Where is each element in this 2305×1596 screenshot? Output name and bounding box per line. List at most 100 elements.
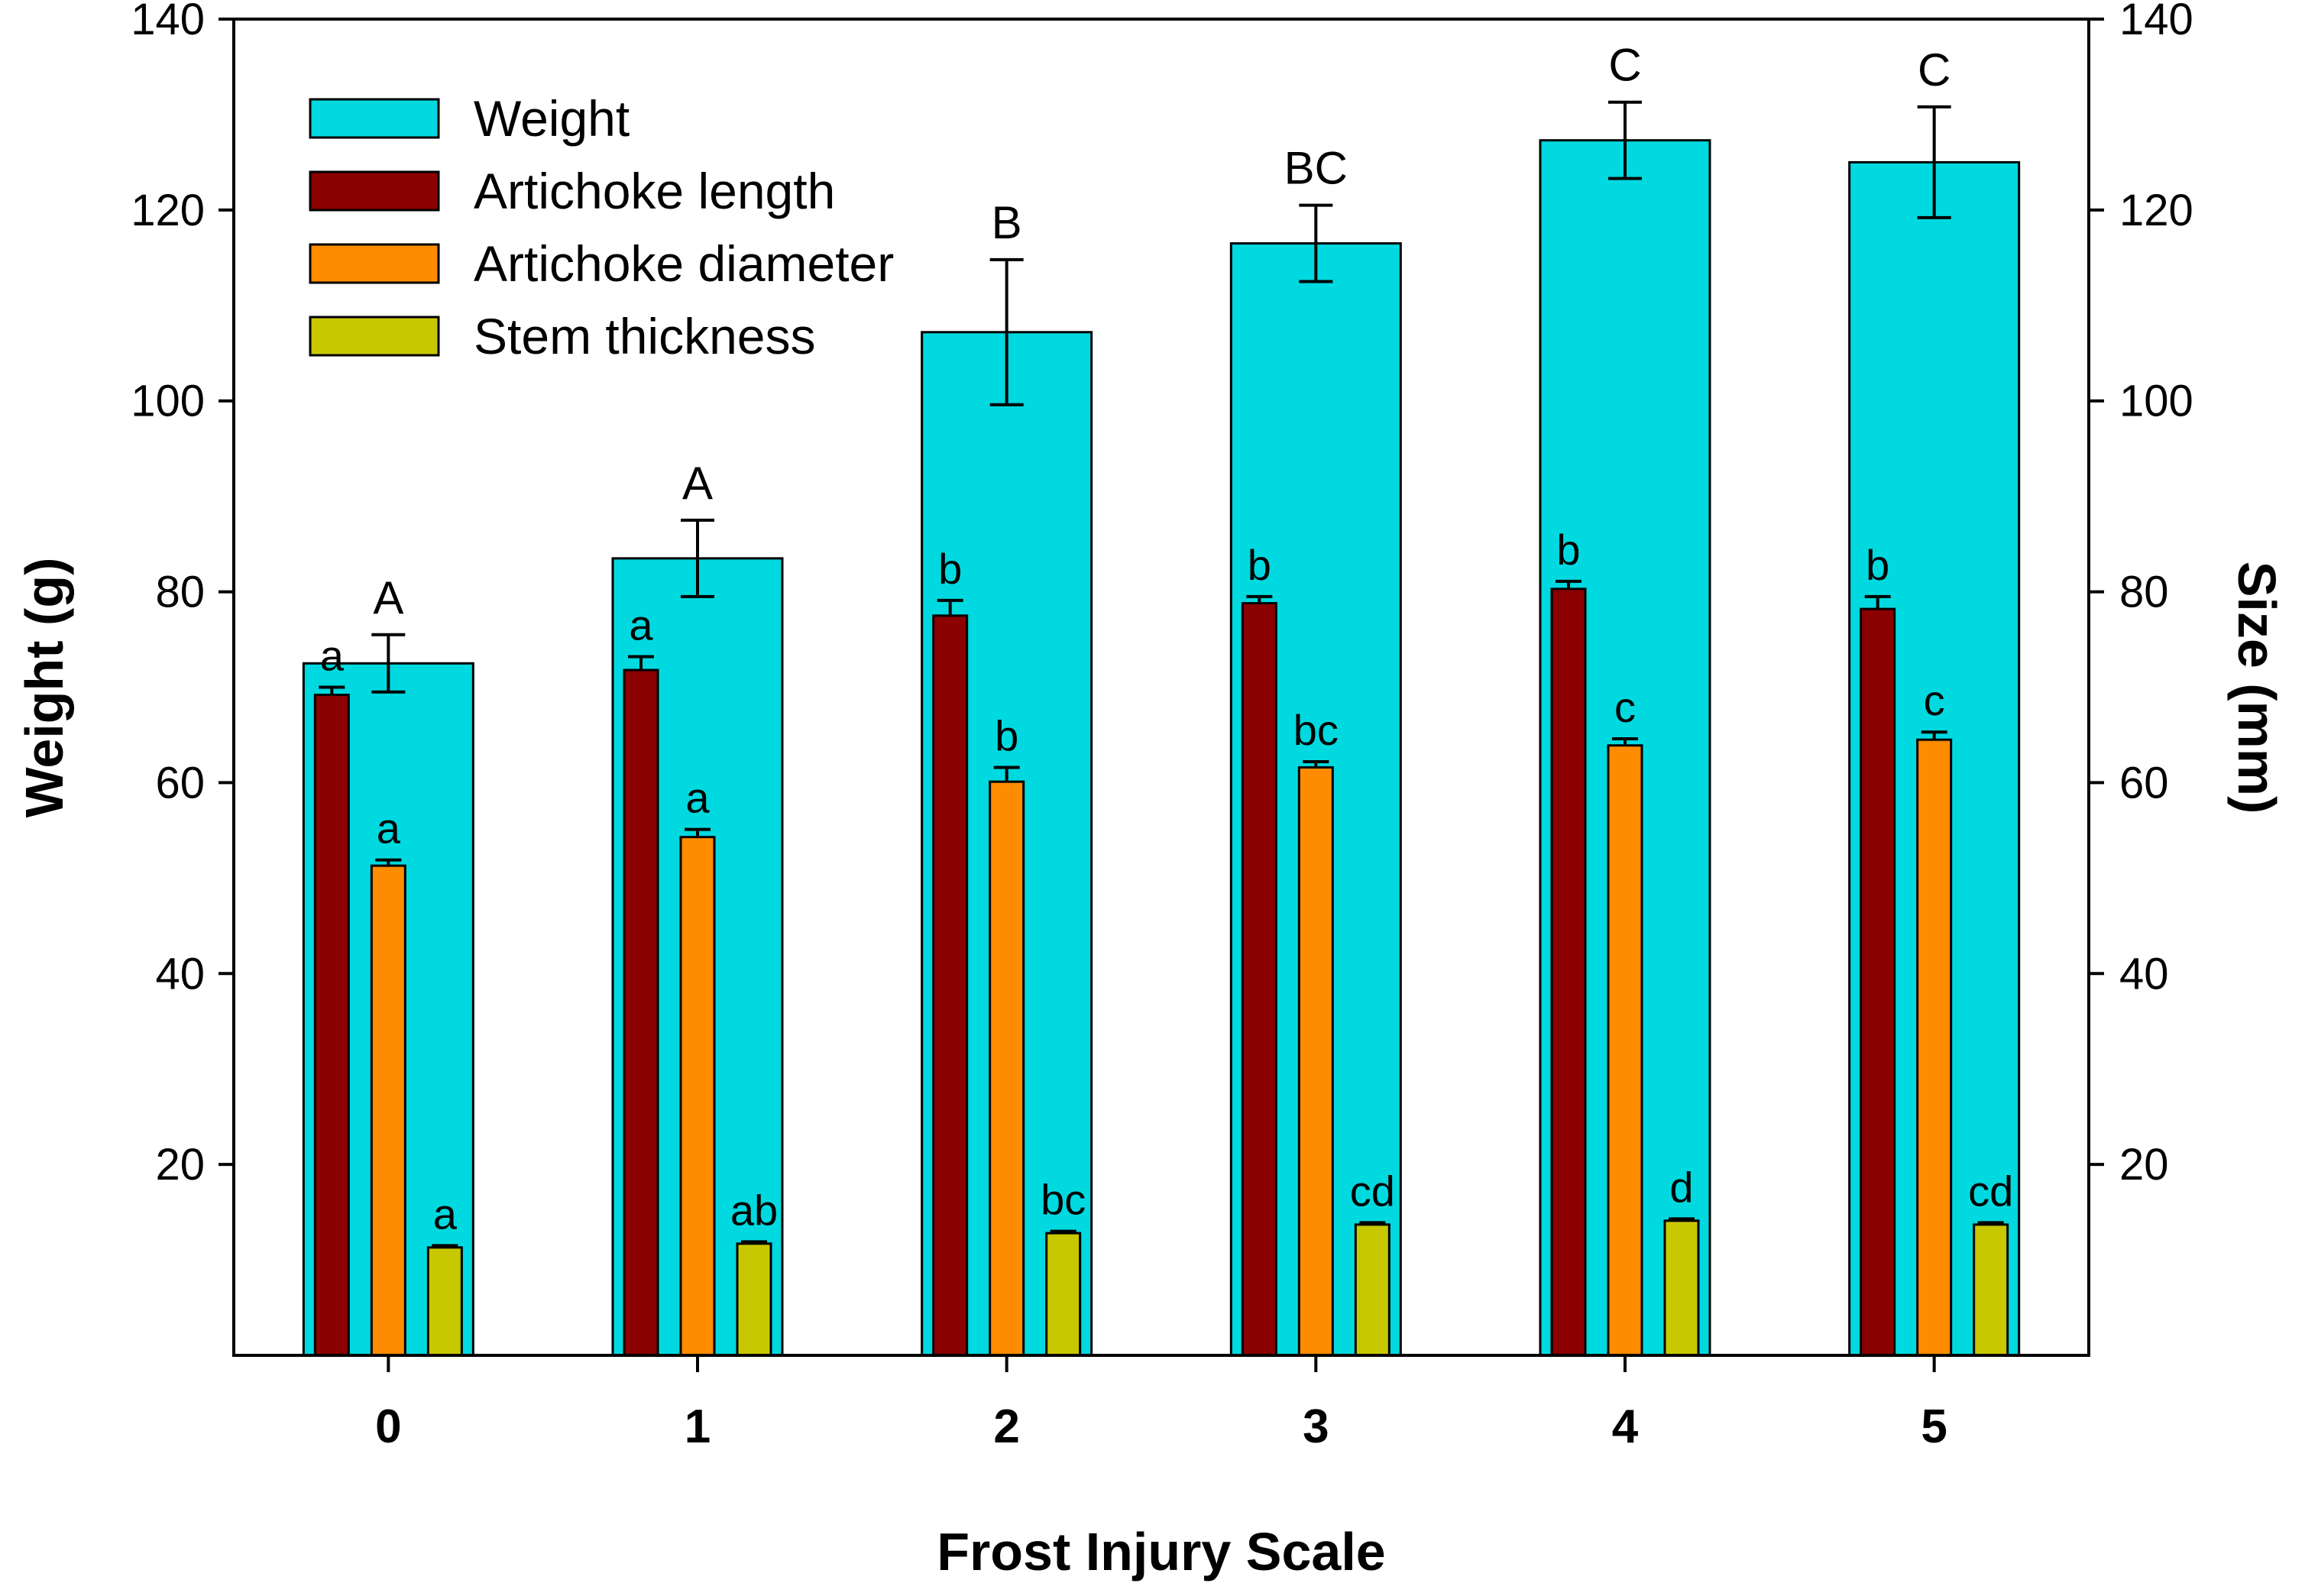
series-artichoke-diameter-bar-5 bbox=[1916, 738, 1953, 1357]
series-stem-thickness-bar-0 bbox=[426, 1246, 463, 1357]
series-artichoke-diameter-error-bar-1 bbox=[685, 827, 711, 837]
x-tick-label-1: 1 bbox=[685, 1400, 711, 1453]
series-artichoke-length-letter-4: b bbox=[1556, 526, 1580, 574]
series-artichoke-diameter-error-bar-4 bbox=[1612, 736, 1638, 746]
series-artichoke-length-error-bar-3 bbox=[1246, 594, 1273, 604]
series-weight-letter-5: C bbox=[1918, 44, 1951, 96]
y-tick-label-20: 20 bbox=[155, 1140, 205, 1190]
x-tick-label-4: 4 bbox=[1612, 1400, 1639, 1453]
x-axis-title: Frost Injury Scale bbox=[937, 1522, 1385, 1581]
x-tick-label-0: 0 bbox=[375, 1400, 401, 1453]
error-bars-layer bbox=[319, 100, 2004, 1248]
legend: Weight Artichoke length Artichoke diameter… bbox=[309, 90, 894, 364]
series-artichoke-diameter-error-bar-2 bbox=[993, 766, 1020, 782]
series-artichoke-length-error-bar-5 bbox=[1864, 594, 1891, 610]
series-stem-thickness-letter-2: bc bbox=[1041, 1176, 1086, 1224]
series-artichoke-diameter-letter-5: c bbox=[1924, 676, 1945, 724]
series-artichoke-diameter-bar-2 bbox=[989, 780, 1025, 1357]
series-weight-error-bar-4 bbox=[1608, 100, 1642, 180]
series-stem-thickness-error-bar-4 bbox=[1669, 1217, 1695, 1221]
series-artichoke-length-error-bar-0 bbox=[319, 685, 345, 695]
y-tick-label-60: 60 bbox=[155, 758, 205, 808]
series-stem-thickness-letter-1: ab bbox=[730, 1186, 778, 1234]
series-artichoke-length-bar-4 bbox=[1550, 588, 1587, 1357]
series-stem-thickness-bar-4 bbox=[1663, 1219, 1700, 1357]
series-stem-thickness-error-bar-1 bbox=[741, 1240, 767, 1244]
series-weight-error-bar-0 bbox=[371, 633, 406, 694]
series-stem-thickness-bar-2 bbox=[1045, 1232, 1082, 1357]
series-artichoke-diameter-bar-3 bbox=[1297, 766, 1334, 1357]
legend-entry-artichoke-diameter: Artichoke diameter bbox=[309, 235, 894, 292]
y-tick-label-40: 40 bbox=[155, 949, 205, 999]
legend-entry-stem-thickness: Stem thickness bbox=[309, 308, 816, 364]
legend-entry-weight: Weight bbox=[309, 90, 630, 147]
series-artichoke-length-bar-2 bbox=[932, 614, 969, 1357]
legend-entry-artichoke-length: Artichoke length bbox=[309, 163, 835, 219]
series-artichoke-length-letter-0: a bbox=[320, 632, 345, 680]
series-stem-thickness-bar-1 bbox=[736, 1242, 772, 1357]
series-artichoke-length-letter-1: a bbox=[629, 601, 653, 649]
series-stem-thickness-error-bar-2 bbox=[1050, 1229, 1076, 1234]
series-stem-thickness-letter-3: cd bbox=[1350, 1167, 1395, 1215]
series-artichoke-length-bar-3 bbox=[1241, 602, 1277, 1357]
series-artichoke-diameter-error-bar-5 bbox=[1921, 730, 1947, 740]
series-artichoke-diameter-error-bar-0 bbox=[375, 858, 402, 866]
legend-swatch-stem-thickness bbox=[309, 316, 440, 357]
series-stem-thickness-error-bar-5 bbox=[1977, 1221, 2004, 1225]
y-tick-label-80: 80 bbox=[155, 568, 205, 617]
series-artichoke-length-letter-3: b bbox=[1248, 541, 1271, 589]
series-artichoke-diameter-bar-1 bbox=[679, 836, 716, 1357]
x-tick-label-3: 3 bbox=[1303, 1400, 1329, 1453]
y2-tick-label-120: 120 bbox=[2119, 186, 2193, 235]
series-weight-letter-2: B bbox=[992, 197, 1022, 248]
y2-axis-title: Size (mm) bbox=[2227, 562, 2287, 814]
series-artichoke-length-bar-1 bbox=[623, 669, 659, 1357]
series-stem-thickness-letter-0: a bbox=[433, 1190, 458, 1238]
series-stem-thickness-letter-4: d bbox=[1669, 1163, 1693, 1211]
series-weight-error-bar-1 bbox=[681, 518, 714, 598]
series-weight-letter-1: A bbox=[682, 458, 713, 509]
legend-swatch-artichoke-diameter bbox=[309, 243, 440, 284]
legend-label-artichoke-diameter: Artichoke diameter bbox=[474, 235, 894, 292]
series-artichoke-length-bar-0 bbox=[313, 693, 350, 1357]
series-artichoke-diameter-bar-0 bbox=[370, 864, 406, 1357]
bars-layer bbox=[302, 139, 2021, 1357]
series-artichoke-length-letter-5: b bbox=[1866, 541, 1889, 589]
legend-swatch-weight bbox=[309, 98, 440, 139]
series-artichoke-diameter-letter-2: b bbox=[995, 711, 1018, 759]
y-axis-title: Weight (g) bbox=[15, 558, 74, 818]
series-artichoke-diameter-letter-3: bc bbox=[1293, 706, 1339, 754]
y2-tick-label-60: 60 bbox=[2119, 758, 2169, 808]
x-tick-label-5: 5 bbox=[1921, 1400, 1947, 1453]
series-weight-error-bar-5 bbox=[1917, 105, 1951, 219]
series-stem-thickness-bar-3 bbox=[1354, 1223, 1390, 1357]
series-weight-error-bar-3 bbox=[1299, 203, 1333, 283]
axes-layer: 20 40 60 80 100 120 140 20 40 60 80 100 120 140 0 1 2 3 4 5 bbox=[131, 0, 2193, 1453]
y2-tick-label-40: 40 bbox=[2119, 949, 2169, 999]
series-artichoke-length-error-bar-1 bbox=[628, 655, 654, 671]
series-stem-thickness-error-bar-3 bbox=[1359, 1221, 1386, 1225]
series-weight-error-bar-2 bbox=[989, 257, 1024, 406]
series-artichoke-diameter-bar-4 bbox=[1607, 744, 1643, 1357]
series-artichoke-diameter-letter-4: c bbox=[1614, 683, 1636, 731]
series-stem-thickness-letter-5: cd bbox=[1968, 1167, 2013, 1215]
series-artichoke-length-bar-5 bbox=[1860, 607, 1896, 1357]
series-artichoke-length-error-bar-4 bbox=[1556, 579, 1581, 589]
y-tick-label-140: 140 bbox=[131, 0, 205, 44]
y2-tick-label-140: 140 bbox=[2119, 0, 2193, 44]
y-tick-label-100: 100 bbox=[131, 377, 205, 426]
series-stem-thickness-bar-5 bbox=[1973, 1223, 2009, 1357]
series-artichoke-length-letter-2: b bbox=[938, 545, 962, 593]
series-artichoke-diameter-letter-1: a bbox=[685, 774, 710, 822]
legend-swatch-artichoke-length bbox=[309, 170, 440, 212]
series-artichoke-diameter-letter-0: a bbox=[377, 804, 401, 853]
series-weight-letter-3: BC bbox=[1284, 143, 1348, 194]
legend-label-stem-thickness: Stem thickness bbox=[474, 308, 816, 364]
series-weight-letter-0: A bbox=[373, 572, 403, 623]
series-stem-thickness-error-bar-0 bbox=[432, 1244, 458, 1248]
legend-label-weight: Weight bbox=[474, 90, 630, 147]
legend-label-artichoke-length: Artichoke length bbox=[474, 163, 835, 219]
series-artichoke-diameter-error-bar-3 bbox=[1303, 759, 1329, 768]
